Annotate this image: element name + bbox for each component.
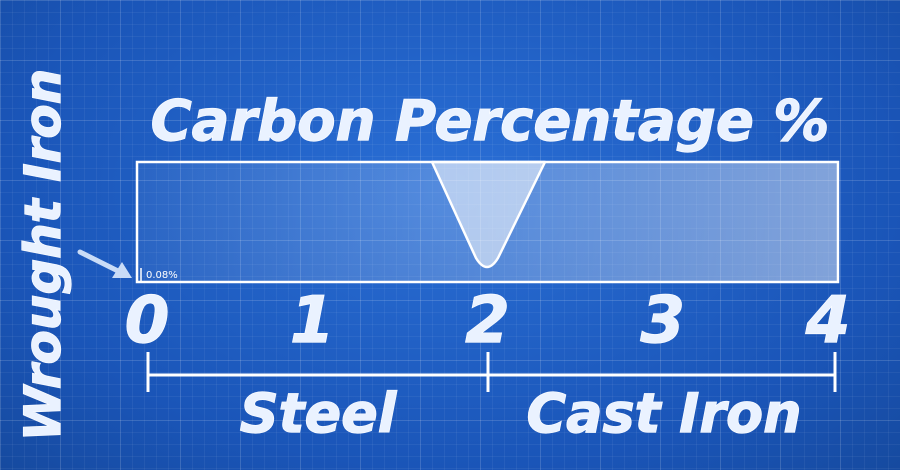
tick-label-1: 1 bbox=[290, 284, 335, 358]
boundary-notch bbox=[430, 160, 547, 269]
region-label-steel: Steel bbox=[240, 382, 398, 445]
diagram-title: Carbon Percentage % bbox=[151, 89, 830, 154]
tick-label-3: 3 bbox=[640, 284, 685, 358]
region-bracket bbox=[146, 352, 837, 392]
arrow-icon bbox=[77, 249, 132, 278]
tick-label-0: 0 bbox=[125, 284, 170, 358]
tick-label-2: 2 bbox=[465, 284, 510, 358]
region-label-cast-iron: Cast Iron bbox=[526, 382, 801, 445]
tick-label-4: 4 bbox=[805, 284, 851, 358]
wrought-iron-label: Wrought Iron bbox=[14, 69, 72, 442]
scale-ticks: 0 1 2 3 4 bbox=[124, 283, 851, 358]
marker-label: 0.08% bbox=[146, 270, 178, 281]
